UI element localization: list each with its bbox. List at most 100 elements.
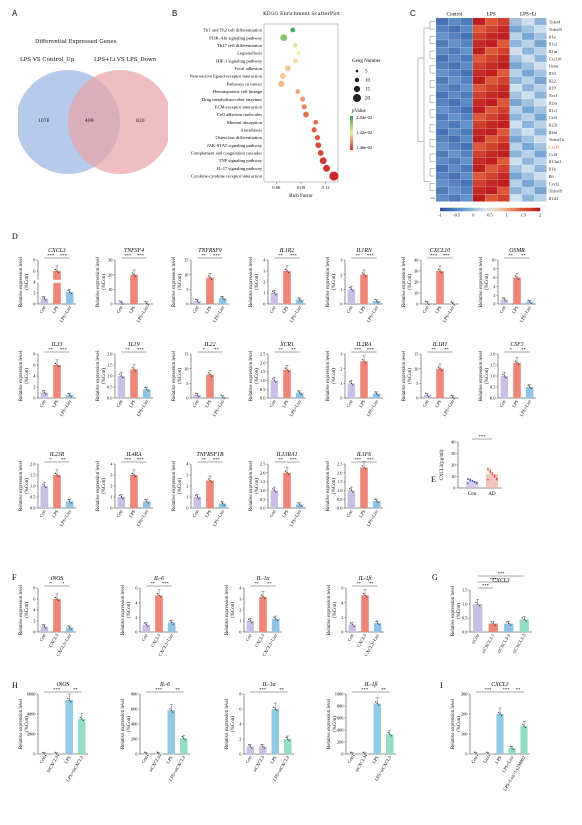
- chart-ytick-label: 10: [108, 287, 113, 292]
- chart-ylabel: (%Con): [485, 274, 490, 290]
- heatmap-cell: [522, 91, 535, 99]
- heatmap-cell: [460, 69, 473, 77]
- chart-ytick-label: 4: [239, 586, 242, 591]
- chart-data-point: [207, 275, 210, 277]
- chart-data-point: [158, 594, 160, 597]
- chart-bar: [488, 623, 498, 632]
- chart-data-point: [147, 625, 149, 627]
- heatmap-cell: [436, 165, 449, 173]
- chart-ylabel: Relative expression level: [225, 698, 230, 749]
- heatmap-cell: [448, 128, 461, 136]
- chart-ytick-label: 15: [184, 258, 189, 263]
- chart-data-point: [297, 297, 299, 299]
- chart-data-point: [476, 754, 479, 757]
- heatmap-cell: [472, 113, 485, 121]
- heatmap-cell: [448, 165, 461, 173]
- chart-group-label: LPS+Lira: [212, 399, 225, 417]
- chart-data-point: [362, 593, 365, 595]
- chart-data-point: [378, 704, 380, 706]
- chart-ytick-label: 0: [341, 752, 344, 757]
- chart-ytick-label: 1.0: [462, 602, 468, 607]
- heatmap-gene-label: Tnfsf4: [549, 20, 562, 25]
- chart-group-label: Con: [346, 754, 355, 764]
- chart-ytick-label: 0.0: [490, 396, 496, 401]
- heatmap-cell: [497, 18, 510, 26]
- chart-ytick-label: 10: [491, 258, 496, 263]
- panel-letter: E: [431, 475, 436, 484]
- chart-bar: [78, 719, 86, 754]
- chart-group-label: CXCL3: [150, 632, 162, 648]
- chart-data-point: [119, 373, 121, 376]
- heatmap-cell: [522, 62, 535, 70]
- chart-sig-label: ***: [290, 253, 298, 258]
- chart-ytick-label: 4: [239, 722, 242, 727]
- heatmap-cell: [448, 18, 461, 26]
- chart-ytick-label: 0.5: [107, 385, 113, 390]
- chart-data-point: [209, 373, 211, 376]
- heatmap-cell: [509, 84, 522, 92]
- chart-group-label: LPS: [63, 755, 72, 765]
- heatmap-cell: [436, 47, 449, 55]
- chart-sig-label: **: [125, 347, 130, 352]
- chart-ytick-label: 4: [33, 608, 36, 613]
- chart-ytick-label: 1.0: [30, 484, 36, 489]
- chart-bar: [372, 393, 381, 398]
- chart-group-label: LPS+Lira: [519, 305, 532, 323]
- chart-data-point: [120, 301, 123, 304]
- chart-data-point: [209, 276, 211, 279]
- chart-title: IL-6: [159, 682, 170, 688]
- chart-title: IL22: [204, 342, 216, 348]
- chart-group-label: LPS+Lira: [212, 305, 225, 323]
- chart-title: CXCL3: [48, 248, 65, 254]
- chart-sig-label: ***: [213, 253, 221, 258]
- chart-data-point: [362, 751, 364, 754]
- heatmap-cell: [522, 18, 535, 26]
- chart-title: OSMR: [509, 248, 525, 254]
- heatmap-dendrogram-branch: [429, 153, 435, 162]
- chart-data-point: [439, 367, 441, 370]
- chart-il33: IL33 Relative expression level (%Con) 0 2 4 6 8…: [19, 342, 76, 417]
- panel-letter: D: [12, 232, 18, 241]
- venn-right-count: 820: [136, 119, 145, 124]
- chart-ytick-label: 400: [131, 722, 138, 727]
- heatmap-cell: [436, 194, 449, 202]
- heatmap-cell: [472, 76, 485, 84]
- heatmap-cell: [460, 54, 473, 62]
- chart-data-point: [119, 300, 121, 302]
- heatmap-cell: [472, 54, 485, 62]
- chart-cxcl3: CXCL3 Relative expression level (%Con) 0 2 4 6…: [19, 248, 76, 323]
- kegg-scatter-plot: Th1 and Th2 cell differentiation PI3K-Akt…: [190, 23, 381, 199]
- chart-bar: [513, 277, 521, 304]
- chart-data-point: [426, 302, 429, 304]
- chart-data-point: [494, 624, 496, 626]
- heatmap-cell: [534, 84, 547, 92]
- chart-data-point: [365, 754, 367, 757]
- chart-ytick-label: 2: [239, 608, 241, 613]
- heatmap-cell: [436, 179, 449, 187]
- chart-data-point: [56, 474, 58, 476]
- chart-ytick-label: 1.5: [260, 369, 266, 374]
- heatmap-gene-label: Tnfrsf1b: [549, 137, 565, 142]
- chart-ytick-label: 0: [135, 752, 138, 757]
- chart-data-point: [145, 388, 148, 390]
- heatmap-cell: [436, 98, 449, 106]
- chart-ytick-label: 0: [340, 302, 343, 307]
- heatmap-scale-segment: [450, 207, 454, 212]
- heatmap-group-label: LPS+Li: [520, 12, 537, 18]
- chart-data-point: [286, 472, 288, 474]
- chart-data-point: [364, 275, 367, 277]
- chart-data-point: [506, 621, 508, 623]
- chart-cxcl10: CXCL10 Relative expression level (%Con) 0 10…: [402, 248, 459, 323]
- chart-sig-label: ***: [213, 457, 221, 462]
- chart-ytick-label: 0.0: [30, 506, 36, 511]
- heatmap-cell: [448, 172, 461, 180]
- heatmap-gene-label: Il2ra: [549, 100, 557, 105]
- chart-data-point: [297, 390, 299, 392]
- chart-data-point: [273, 706, 275, 709]
- venn-title: Differential Expressed Genes: [35, 39, 117, 45]
- kegg-point: [317, 150, 324, 156]
- chart-bar: [500, 299, 509, 304]
- chart-data-point: [287, 370, 290, 373]
- chart-data-point: [475, 601, 477, 604]
- heatmap-scale-segment: [516, 207, 521, 212]
